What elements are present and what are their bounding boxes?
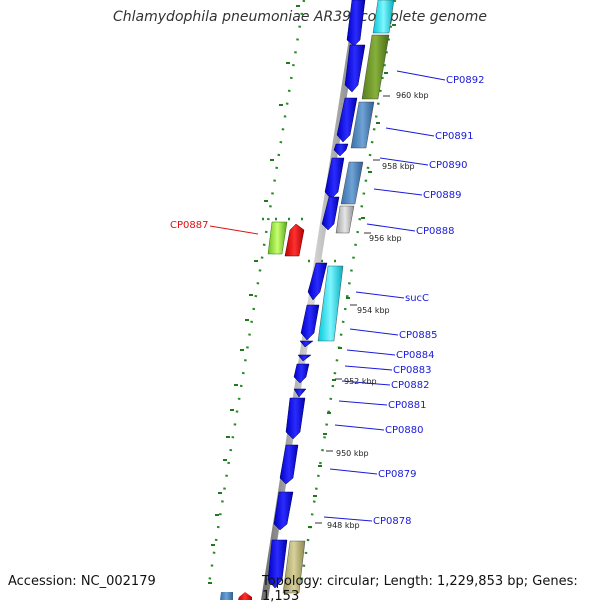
gene-arrow (293, 363, 310, 384)
gene-labels[interactable]: CP0892 CP0891 CP0890 CP0889 CP0888 CP088… (170, 75, 484, 527)
gene-arrow (293, 388, 307, 398)
gene-label-cp0892[interactable]: CP0892 (446, 75, 484, 86)
gc-content-track (206, 0, 397, 591)
gene-label-cp0885[interactable]: CP0885 (399, 330, 437, 341)
ruler-labels: 960 kbp 958 kbp 956 kbp 954 kbp 952 kbp … (327, 91, 429, 530)
ruler-label: 950 kbp (336, 449, 369, 458)
gene-arrow (267, 539, 288, 589)
accession-text: Accession: NC_002179 (8, 574, 156, 589)
gene-label-cp0888[interactable]: CP0888 (416, 226, 454, 237)
gene-track-cog (282, 0, 395, 594)
gene-track-bottom (220, 592, 252, 600)
ruler-ticks (315, 95, 390, 524)
gene-label-cp0878[interactable]: CP0878 (373, 516, 411, 527)
gene-arrow (285, 397, 306, 440)
gene-arrow (279, 444, 299, 485)
gene-block (372, 0, 395, 34)
gene-label-cp0884[interactable]: CP0884 (396, 350, 434, 361)
gene-arrow (273, 491, 294, 531)
ruler-label: 958 kbp (382, 162, 415, 171)
ruler-label: 948 kbp (327, 521, 360, 530)
callout-lines (209, 70, 446, 522)
gene-label-cp0891[interactable]: CP0891 (435, 131, 473, 142)
gene-track-inner (267, 0, 366, 589)
gene-label-cp0887[interactable]: CP0887 (170, 220, 208, 231)
gene-block (340, 161, 364, 205)
gene-block (317, 265, 344, 342)
ruler-label: 956 kbp (369, 234, 402, 243)
gene-arrow (333, 143, 349, 157)
gene-label-cp0882[interactable]: CP0882 (391, 380, 429, 391)
gene-label-cp0889[interactable]: CP0889 (423, 190, 461, 201)
gene-label-cp0883[interactable]: CP0883 (393, 365, 431, 376)
gene-arrow (344, 44, 366, 93)
gene-block (361, 34, 390, 100)
gene-arrow (321, 196, 340, 231)
gene-arrow (297, 354, 312, 362)
ruler-label: 954 kbp (357, 306, 390, 315)
gene-arrow (299, 340, 314, 348)
gene-block (335, 205, 355, 234)
highlighted-gene[interactable] (267, 221, 305, 257)
gene-arrow (324, 157, 345, 200)
gene-label-cp0881[interactable]: CP0881 (388, 400, 426, 411)
gene-label-cp0879[interactable]: CP0879 (378, 469, 416, 480)
gene-arrow (336, 97, 358, 143)
gene-arrow (307, 262, 328, 301)
gene-label-cp0890[interactable]: CP0890 (429, 160, 467, 171)
gene-block (282, 540, 306, 594)
ruler-label: 960 kbp (396, 91, 429, 100)
gene-arrow (346, 0, 366, 47)
gene-block (350, 101, 375, 149)
gene-arrow (300, 304, 320, 341)
gene-label-succ[interactable]: sucC (405, 293, 429, 304)
ruler-label: 952 kbp (344, 377, 377, 386)
gene-label-cp0880[interactable]: CP0880 (385, 425, 423, 436)
